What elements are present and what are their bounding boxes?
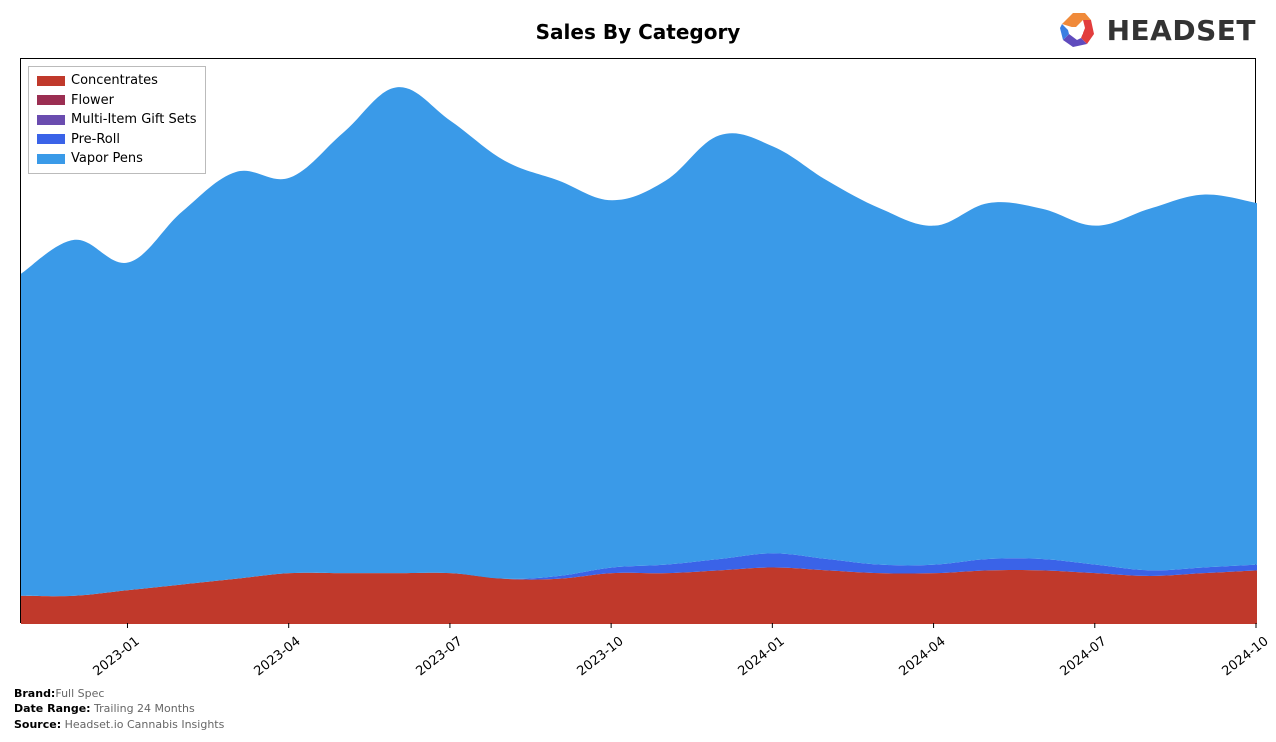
legend-label: Multi-Item Gift Sets <box>71 110 197 130</box>
x-tick-label: 2023-10 <box>574 634 626 679</box>
chart-meta: Brand:Full Spec Date Range: Trailing 24 … <box>14 686 224 732</box>
meta-date-range-label: Date Range: <box>14 702 91 715</box>
legend-item: Pre-Roll <box>37 130 197 150</box>
x-tick-label: 2023-04 <box>252 634 304 679</box>
x-tick-label: 2023-07 <box>413 634 465 679</box>
meta-source-label: Source: <box>14 718 61 731</box>
legend-swatch <box>37 154 65 164</box>
legend-item: Vapor Pens <box>37 149 197 169</box>
legend-label: Vapor Pens <box>71 149 143 169</box>
meta-source: Source: Headset.io Cannabis Insights <box>14 717 224 732</box>
x-tick-label: 2024-07 <box>1058 634 1110 679</box>
meta-source-value: Headset.io Cannabis Insights <box>61 718 224 731</box>
headset-logo: HEADSET <box>1055 8 1256 52</box>
legend-swatch <box>37 115 65 125</box>
x-tick-label: 2024-04 <box>897 634 949 679</box>
x-tick-label: 2024-01 <box>736 634 788 679</box>
chart-title-text: Sales By Category <box>536 20 741 44</box>
legend-swatch <box>37 95 65 105</box>
meta-brand-value: Full Spec <box>55 687 104 700</box>
meta-brand: Brand:Full Spec <box>14 686 224 701</box>
x-axis-tick-labels: 2023-01 2023-04 2023-07 2023-10 2024-01 2024-… <box>20 626 1256 686</box>
legend: ConcentratesFlowerMulti-Item Gift SetsPr… <box>28 66 206 174</box>
legend-label: Flower <box>71 91 114 111</box>
legend-item: Multi-Item Gift Sets <box>37 110 197 130</box>
meta-date-range-value: Trailing 24 Months <box>91 702 195 715</box>
area-series <box>21 87 1257 596</box>
legend-label: Pre-Roll <box>71 130 120 150</box>
legend-item: Concentrates <box>37 71 197 91</box>
meta-brand-label: Brand: <box>14 687 55 700</box>
headset-logo-icon <box>1055 8 1099 52</box>
legend-swatch <box>37 134 65 144</box>
x-tick-label: 2024-10 <box>1219 634 1271 679</box>
legend-swatch <box>37 76 65 86</box>
x-tick-label: 2023-01 <box>91 634 143 679</box>
legend-label: Concentrates <box>71 71 158 91</box>
legend-item: Flower <box>37 91 197 111</box>
meta-date-range: Date Range: Trailing 24 Months <box>14 701 224 716</box>
stacked-area-chart <box>21 59 1257 624</box>
headset-logo-text: HEADSET <box>1107 14 1256 47</box>
